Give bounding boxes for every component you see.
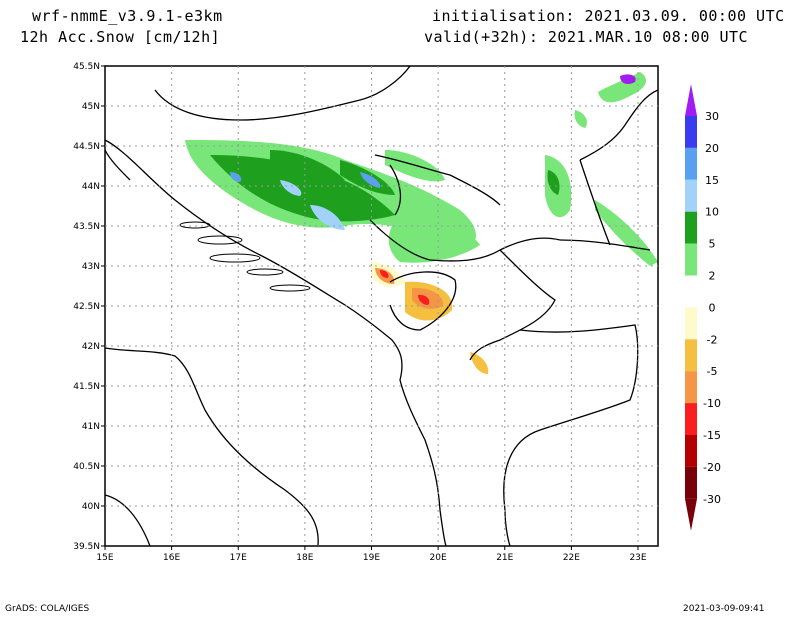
snow-field — [185, 72, 658, 374]
valid-time: valid(+32h): 2021.MAR.10 08:00 UTC — [424, 28, 749, 46]
colorbar-label: 5 — [709, 238, 716, 251]
lat-label: 41N — [82, 422, 100, 432]
model-title: wrf-nmmE_v3.9.1-e3km — [32, 7, 223, 25]
coastlines — [104, 65, 659, 547]
lat-label: 40.5N — [73, 462, 100, 472]
colorbar-label: 15 — [705, 174, 719, 187]
colorbar-label: -20 — [703, 461, 721, 474]
colorbar-label: -15 — [703, 429, 721, 442]
colorbar-swatch — [685, 179, 697, 212]
lat-label: 44N — [82, 182, 100, 192]
colorbar-label: -30 — [703, 493, 721, 506]
colorbar-swatch — [685, 339, 697, 372]
colorbar-label: -5 — [707, 365, 718, 378]
colorbar-bottom-arrow — [685, 498, 697, 531]
colorbar-swatch — [685, 147, 697, 180]
colorbar-swatch — [685, 403, 697, 435]
colorbar-swatch — [685, 307, 697, 340]
colorbar-swatch — [685, 116, 697, 148]
lon-label: 22E — [563, 553, 580, 563]
graticule — [105, 66, 658, 546]
colorbar-swatch — [685, 371, 697, 404]
lat-axis: 45.5N 45N 44.5N 44N 43.5N 43N 42.5N 42N 41.5N 41N… — [73, 62, 105, 552]
lat-label: 42.5N — [73, 302, 100, 312]
lon-label: 20E — [430, 553, 447, 563]
islands — [179, 221, 311, 292]
lon-label: 18E — [296, 553, 313, 563]
lon-label: 15E — [96, 553, 113, 563]
lon-axis: 15E 16E 17E 18E 19E 20E 21E 22E 23E — [96, 546, 647, 563]
colorbar-swatch — [685, 435, 697, 467]
lon-label: 17E — [230, 553, 247, 563]
colorbar-swatch — [685, 466, 697, 499]
lat-label: 43N — [82, 262, 100, 272]
lon-label: 23E — [629, 553, 646, 563]
lon-label: 16E — [163, 553, 180, 563]
colorbar-swatch — [685, 243, 697, 276]
colorbar-label: -10 — [703, 397, 721, 410]
colorbar-swatch — [685, 275, 697, 308]
lat-label: 44.5N — [73, 142, 100, 152]
init-time: initialisation: 2021.03.09. 00:00 UTC — [432, 7, 785, 25]
field-title: 12h Acc.Snow [cm/12h] — [20, 28, 221, 46]
lat-label: 41.5N — [73, 382, 100, 392]
lon-label: 19E — [363, 553, 380, 563]
footer-timestamp: 2021-03-09-09:41 — [683, 604, 765, 614]
lat-label: 43.5N — [73, 222, 100, 232]
colorbar-swatch — [685, 211, 697, 244]
colorbar-top-arrow — [685, 84, 697, 116]
lat-label: 45.5N — [73, 62, 100, 72]
lat-label: 45N — [82, 102, 100, 112]
colorbar-label: 30 — [705, 110, 719, 123]
lon-label: 21E — [496, 553, 513, 563]
lat-label: 39.5N — [73, 542, 100, 552]
colorbar-label: 10 — [705, 206, 719, 219]
lat-label: 40N — [82, 502, 100, 512]
colorbar-label: 0 — [709, 301, 716, 314]
colorbar-label: 20 — [705, 142, 719, 155]
colorbar-label: -2 — [707, 333, 718, 346]
footer-credit: GrADS: COLA/IGES — [5, 604, 90, 614]
lat-label: 42N — [82, 342, 100, 352]
colorbar-label: 2 — [709, 270, 716, 283]
